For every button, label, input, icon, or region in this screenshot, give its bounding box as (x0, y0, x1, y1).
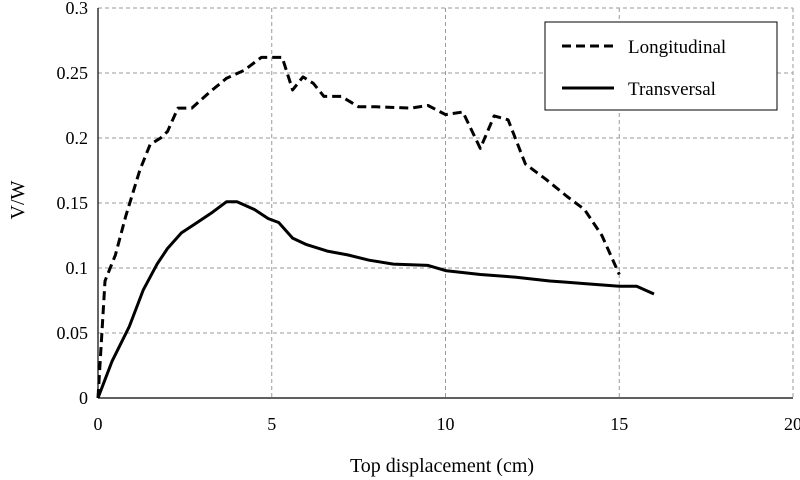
y-tick-label: 0.3 (66, 0, 89, 18)
x-tick-label: 0 (94, 414, 103, 434)
x-tick-label: 5 (267, 414, 276, 434)
grid (98, 7, 794, 398)
y-tick-label: 0.25 (57, 63, 89, 83)
legend: Longitudinal Transversal (544, 21, 778, 111)
y-tick-label: 0.05 (57, 323, 89, 343)
x-tick-label: 10 (437, 414, 455, 434)
x-tick-label: 15 (610, 414, 628, 434)
legend-label-transversal: Transversal (628, 79, 716, 100)
y-tick-label: 0.1 (66, 258, 89, 278)
y-tick-label: 0.2 (66, 128, 89, 148)
series-line-longitudinal (96, 55, 621, 399)
series-group (96, 55, 655, 399)
x-tick-label: 20 (784, 414, 800, 434)
legend-box (544, 21, 778, 111)
y-axis-title: V/W (7, 180, 29, 219)
x-axis-title: Top displacement (cm) (350, 455, 534, 477)
axes (97, 8, 793, 399)
y-tick-label: 0.15 (57, 193, 89, 213)
y-tick-label: 0 (79, 388, 88, 408)
series-line-transversal (96, 200, 655, 399)
legend-label-longitudinal: Longitudinal (628, 37, 726, 58)
tick-labels: 0 0.05 0.1 0.15 0.2 0.25 0.3 0 5 10 15 20 (57, 0, 800, 434)
